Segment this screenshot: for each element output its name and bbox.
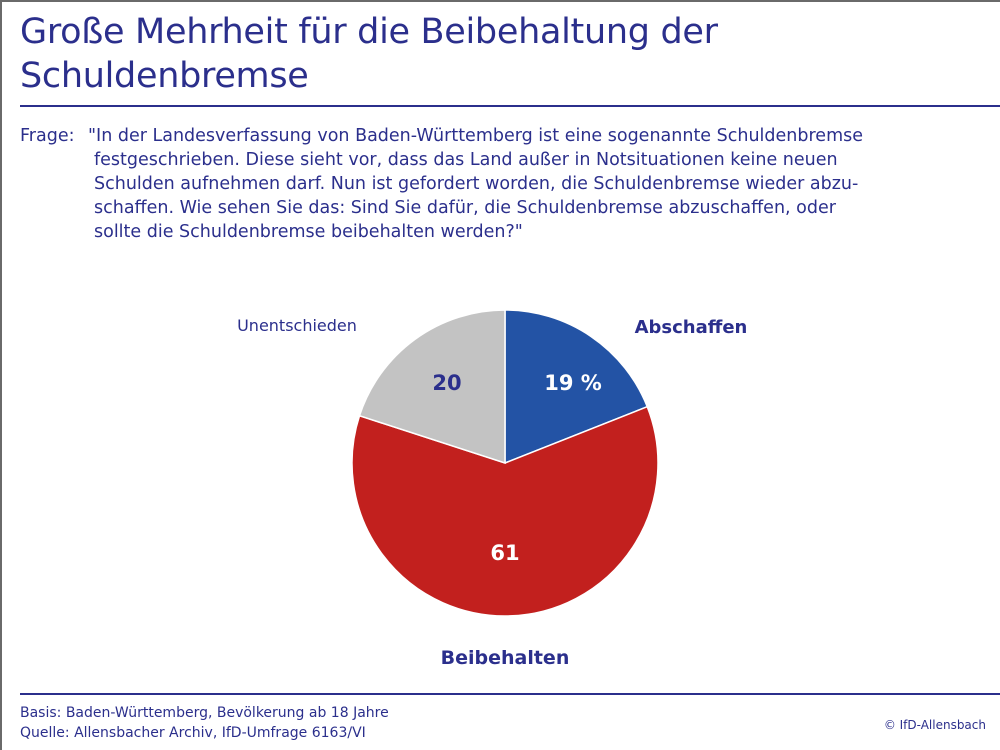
frame-top-border <box>0 0 1000 2</box>
slice-value-label: 20 <box>432 371 461 395</box>
slice-category-label: Unentschieden <box>237 316 357 335</box>
title-divider <box>20 105 1000 107</box>
question-line: sollte die Schuldenbremse beibehalten we… <box>94 222 523 242</box>
slice-category-label: Beibehalten <box>441 647 570 669</box>
source-note: Quelle: Allensbacher Archiv, IfD-Umfrage… <box>20 725 366 741</box>
question-line: schaffen. Wie sehen Sie das: Sind Sie da… <box>94 198 836 218</box>
footer: Basis: Baden-Württemberg, Bevölkerung ab… <box>20 703 389 743</box>
pie-slice-abschaffen <box>504 309 649 465</box>
question-line: "In der Landesverfassung von Baden-Württ… <box>88 126 863 146</box>
basis-note: Basis: Baden-Württemberg, Bevölkerung ab… <box>20 705 389 721</box>
slice-category-label: Abschaffen <box>635 317 748 338</box>
pie-slice-unentschieden <box>358 309 506 465</box>
chart-title: Große Mehrheit für die Beibehaltung der … <box>20 12 718 96</box>
slice-value-label: 61 <box>490 541 519 565</box>
slice-value-label: 19 % <box>544 371 602 395</box>
question-label: Frage: <box>20 126 75 146</box>
copyright-note: © IfD-Allensbach <box>883 718 986 732</box>
footer-divider <box>20 693 1000 695</box>
question-line: Schulden aufnehmen darf. Nun ist geforde… <box>94 174 859 194</box>
pie-slice-beibehalten <box>351 405 659 617</box>
question-line: festgeschrieben. Diese sieht vor, dass d… <box>94 150 838 170</box>
frame-left-border <box>0 0 2 750</box>
question-text: "In der Landesverfassung von Baden-Württ… <box>88 124 988 244</box>
